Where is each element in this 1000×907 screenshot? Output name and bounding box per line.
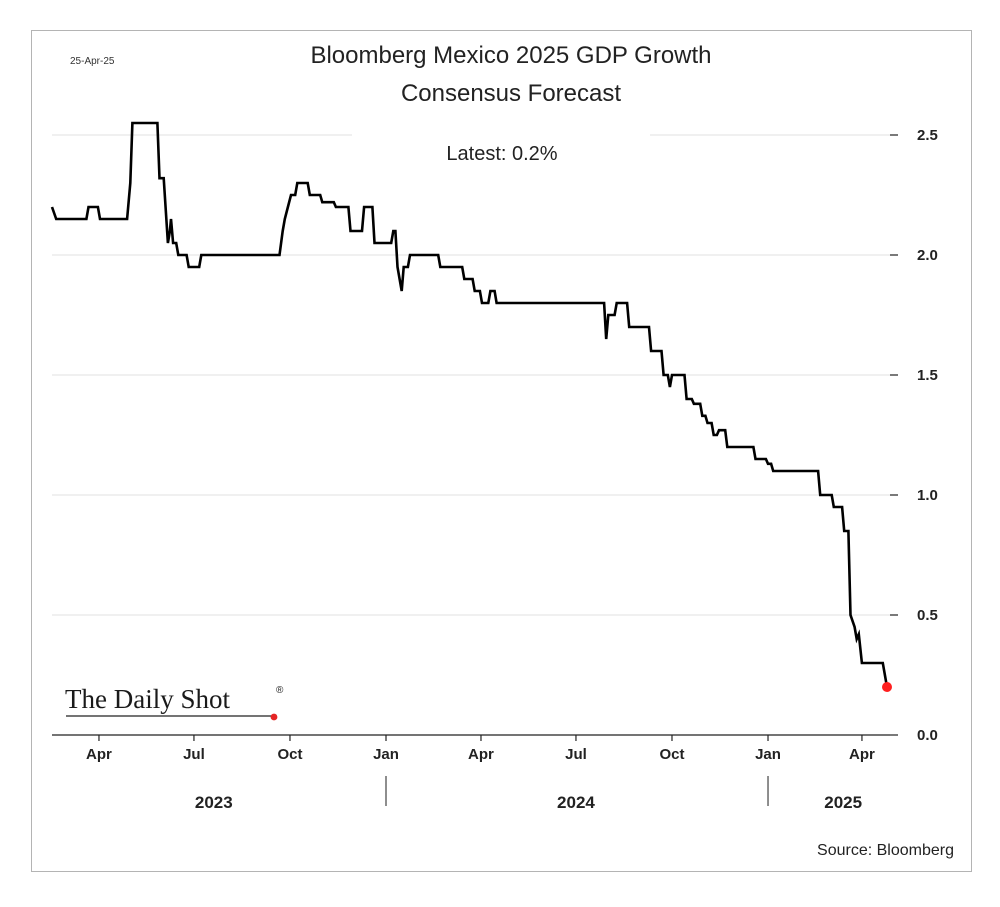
the-daily-shot-logo: The Daily Shot ® [65,684,284,721]
x-tick-label: Apr [86,746,112,763]
y-tick-label: 0.5 [917,607,938,624]
y-tick-label: 1.0 [917,487,938,504]
year-axis: 2023 2024 2025 [195,776,862,812]
x-axis: Apr Jul Oct Jan Apr Jul Oct Jan Apr [52,734,890,763]
title-backdrop [352,91,650,179]
chart-title-line-1: Bloomberg Mexico 2025 GDP Growth [310,42,711,69]
chart-title-line-2: Consensus Forecast [401,80,621,107]
year-label: 2025 [824,793,862,812]
grid-lines [52,134,890,616]
x-tick-label: Apr [468,746,494,763]
latest-annotation: Latest: 0.2% [446,143,557,165]
date-stamp: 25-Apr-25 [70,56,115,67]
y-axis: 2.5 2.0 1.5 1.0 0.5 0.0 [890,127,938,744]
year-label: 2023 [195,793,233,812]
x-tick-label: Jan [755,746,781,763]
y-tick-label: 2.0 [917,247,938,264]
source-note: Source: Bloomberg [817,842,954,859]
chart-frame: 25-Apr-25 Bloomberg Mexico 2025 GDP Grow… [31,30,972,872]
logo-registered-mark: ® [276,685,284,696]
logo-wordmark: The Daily Shot [65,684,230,714]
x-tick-label: Jul [183,746,205,763]
y-tick-label: 0.0 [917,727,938,744]
year-label: 2024 [557,793,595,812]
x-tick-label: Jul [565,746,587,763]
series-line [50,121,889,688]
logo-red-dot [270,713,278,721]
x-tick-label: Oct [659,746,684,763]
x-tick-label: Oct [277,746,302,763]
x-tick-label: Jan [373,746,399,763]
y-tick-label: 1.5 [917,367,938,384]
chart: 25-Apr-25 Bloomberg Mexico 2025 GDP Grow… [50,42,954,859]
latest-point-marker [882,682,892,692]
x-tick-label: Apr [849,746,875,763]
y-tick-label: 2.5 [917,127,938,144]
